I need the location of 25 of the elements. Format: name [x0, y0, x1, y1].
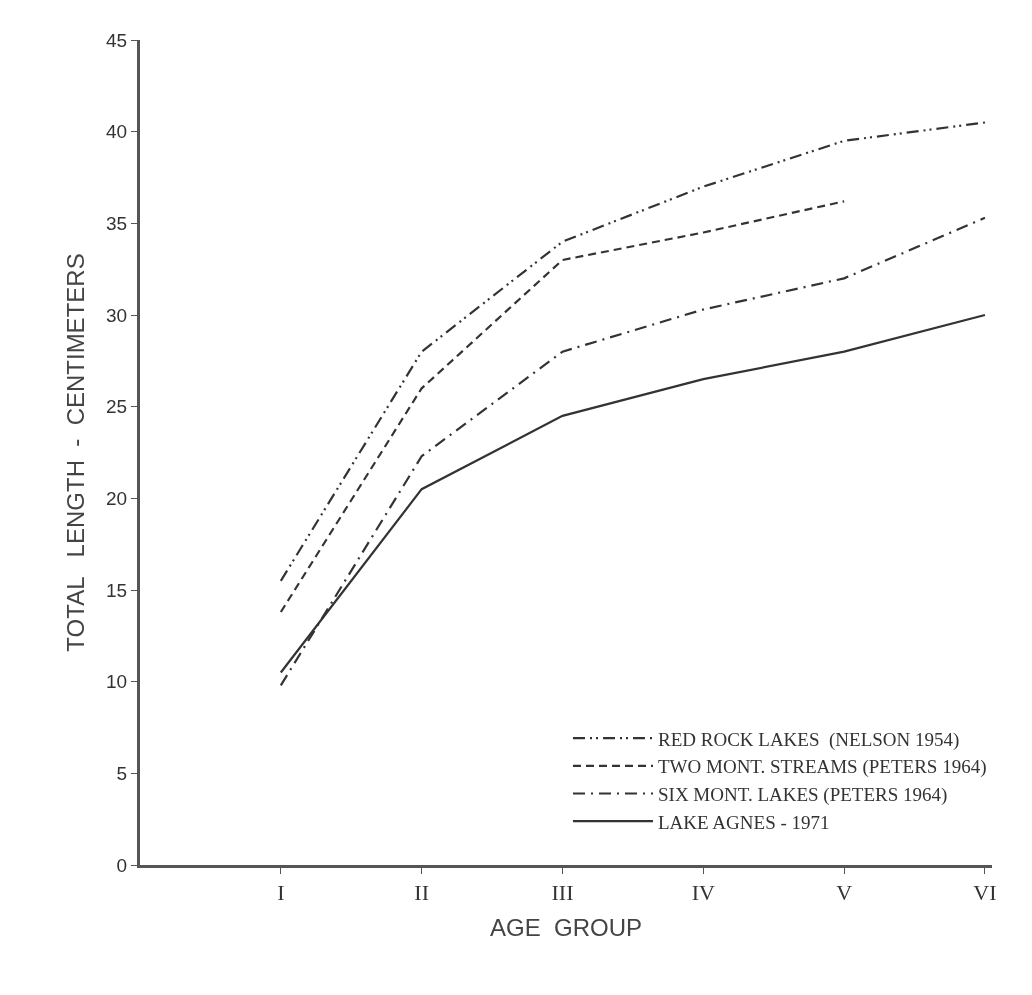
y-tick-label: 10 — [106, 671, 128, 693]
y-tick-label: 20 — [106, 487, 128, 509]
x-tick-label: I — [277, 880, 285, 906]
x-tick-label: V — [836, 880, 853, 906]
y-tick-label: 45 — [106, 29, 128, 51]
line-series — [279, 216, 987, 687]
x-tick-label: II — [414, 880, 429, 906]
y-tick-label: 35 — [106, 212, 128, 234]
y-tick-label: 40 — [106, 121, 128, 143]
legend-label: LAKE AGNES - 1971 — [658, 811, 830, 833]
line-series — [279, 200, 846, 614]
y-tick-label: 25 — [106, 396, 128, 418]
line-series — [279, 121, 987, 582]
y-tick-label: 0 — [116, 854, 128, 876]
y-axis-title: TOTAL LENGTH - CENTIMETERS — [62, 253, 90, 652]
legend-label: SIX MONT. LAKES (PETERS 1964) — [658, 783, 948, 806]
x-tick-label: IV — [691, 880, 716, 906]
x-tick-label: III — [551, 880, 574, 906]
legend-label: TWO MONT. STREAMS (PETERS 1964) — [658, 756, 987, 779]
x-axis-title: AGE GROUP — [489, 913, 643, 941]
legend-label: RED ROCK LAKES (NELSON 1954) — [658, 728, 960, 751]
x-tick-label: VI — [973, 880, 997, 906]
y-tick-label: 15 — [106, 579, 128, 601]
y-tick-label: 30 — [106, 304, 128, 326]
y-tick-label: 5 — [116, 762, 128, 784]
